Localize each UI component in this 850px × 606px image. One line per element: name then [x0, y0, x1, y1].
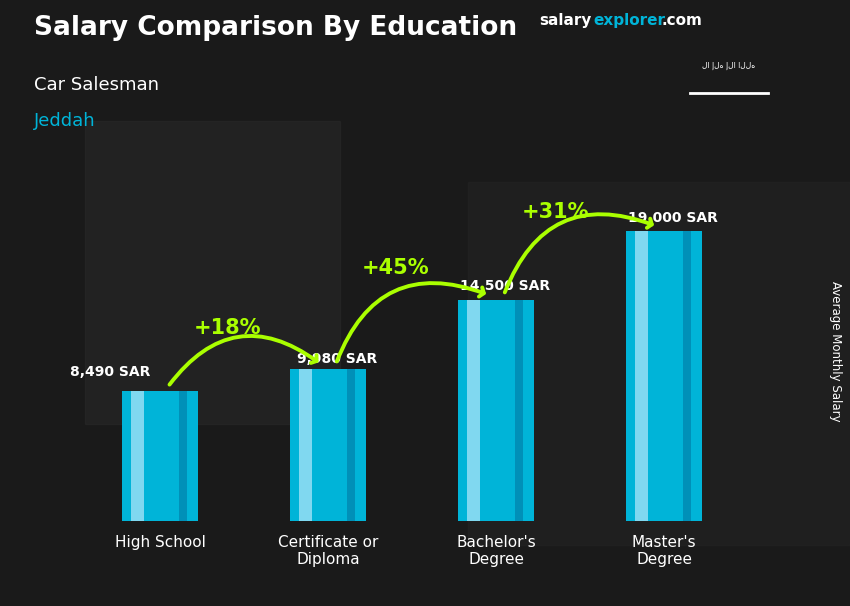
- Bar: [467, 299, 480, 521]
- Text: Average Monthly Salary: Average Monthly Salary: [829, 281, 842, 422]
- Bar: [626, 231, 702, 521]
- Text: Jeddah: Jeddah: [34, 112, 95, 130]
- Bar: [347, 368, 354, 521]
- Text: Salary Comparison By Education: Salary Comparison By Education: [34, 15, 517, 41]
- Text: لا إله إلا الله: لا إله إلا الله: [702, 61, 756, 70]
- Text: +45%: +45%: [361, 258, 429, 278]
- Text: 14,500 SAR: 14,500 SAR: [460, 279, 550, 293]
- Text: 19,000 SAR: 19,000 SAR: [627, 211, 717, 225]
- Text: +31%: +31%: [521, 202, 589, 222]
- Text: 8,490 SAR: 8,490 SAR: [70, 365, 150, 379]
- Bar: [291, 368, 366, 521]
- Bar: [515, 299, 523, 521]
- Text: 9,980 SAR: 9,980 SAR: [297, 351, 377, 365]
- Bar: [458, 299, 534, 521]
- Bar: [683, 231, 691, 521]
- Bar: [131, 391, 145, 521]
- Bar: [85, 121, 340, 424]
- Text: +18%: +18%: [194, 318, 261, 338]
- Text: explorer: explorer: [593, 13, 666, 28]
- Bar: [122, 391, 198, 521]
- Bar: [299, 368, 313, 521]
- Text: Car Salesman: Car Salesman: [34, 76, 159, 94]
- Bar: [635, 231, 649, 521]
- Bar: [468, 182, 850, 545]
- Text: salary: salary: [540, 13, 592, 28]
- Text: .com: .com: [661, 13, 702, 28]
- Bar: [179, 391, 187, 521]
